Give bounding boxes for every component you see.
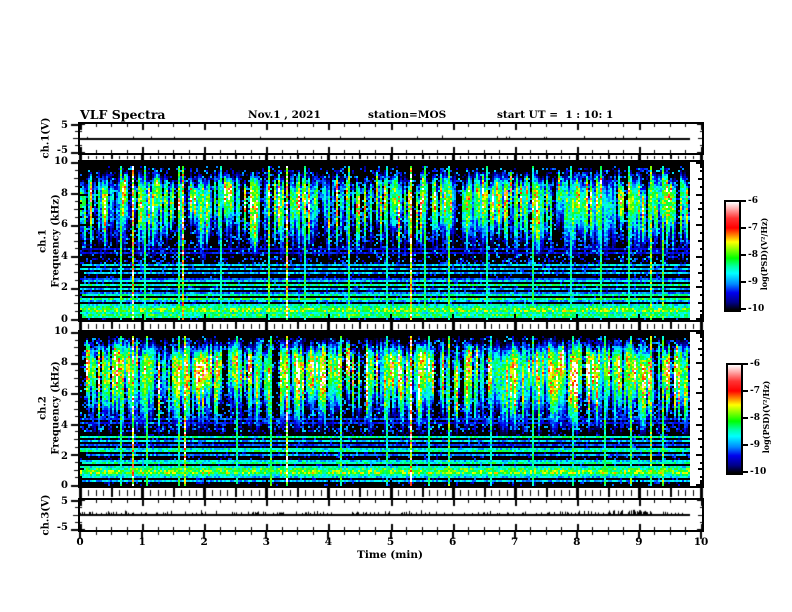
panel-ch1-waveform [78, 122, 704, 155]
x-tick-label: 8 [573, 536, 581, 548]
x-tick-label: 4 [324, 536, 333, 548]
colorbar-tick-label: -7 [748, 223, 758, 233]
ch1-wave-y-tick-label: -5 [56, 145, 68, 156]
ch3-wave-y-ticks [70, 498, 78, 532]
colorbar-tick-label: -6 [748, 196, 758, 206]
start-ut-label: start UT = 1 : 10: 1 [497, 109, 614, 121]
x-tick-label: 3 [262, 536, 270, 548]
ch1-spec-axis-title: Frequency (kHz) [50, 194, 62, 288]
ch2-spec-y-ticks [70, 330, 78, 488]
colorbar-tick-label: -9 [748, 277, 758, 287]
x-tick-label: 7 [511, 536, 519, 548]
x-tick-label: 9 [635, 536, 643, 548]
x-tick-label: 1 [138, 536, 146, 548]
colorbar-ch1-gradient [726, 202, 739, 310]
ch3-wave-y-tick-label: -5 [56, 522, 68, 533]
colorbar-tick-label: -10 [748, 304, 765, 314]
colorbar-tick [741, 227, 746, 229]
panel-ch1-spectrogram [78, 160, 704, 322]
colorbar-tick-label: -8 [750, 413, 760, 423]
ch2-spec-axis-title: Frequency (kHz) [50, 361, 62, 455]
tick-strip-1 [78, 155, 704, 160]
ch2-spectrogram-canvas [80, 332, 702, 486]
ch1-wave-y-tick-label: 5 [61, 120, 68, 131]
tick-strip-2 [78, 322, 704, 330]
tick-strip-3 [78, 488, 704, 498]
panel-ch2-spectrogram [78, 330, 704, 488]
x-axis-title: Time (min) [357, 549, 423, 561]
colorbar-tick-label: -6 [750, 359, 760, 369]
ch2-spec-y-tick-label: 6 [61, 388, 68, 399]
x-tick-label: 2 [200, 536, 208, 548]
colorbar-ch1-title: log(PSD)(V²/Hz) [759, 217, 769, 291]
station-label: station=MOS [368, 109, 447, 121]
ch2-spec-y-tick-label: 10 [54, 326, 68, 337]
figure-title: VLF Spectra [80, 107, 166, 122]
ch1-spec-channel-title: ch.1 [37, 229, 49, 253]
colorbar-tick [741, 281, 746, 283]
colorbar-ch1 [724, 200, 741, 312]
ch1-spec-y-tick-label: 0 [61, 314, 68, 325]
ch1-spectrogram-canvas [80, 162, 702, 320]
ch2-spec-y-tick-label: 8 [61, 357, 68, 368]
colorbar-tick [743, 363, 748, 365]
ch3-wave-y-tick-label: 5 [61, 496, 68, 507]
x-tick-label: 10 [693, 536, 709, 548]
ch1-spec-y-tick-label: 10 [54, 156, 68, 167]
ch1-spec-y-tick-label: 4 [61, 251, 68, 262]
ch1-spec-y-ticks [70, 160, 78, 322]
colorbar-ch2-title: log(PSD)(V²/Hz) [761, 380, 771, 454]
colorbar-tick [741, 308, 746, 310]
colorbar-tick [741, 200, 746, 202]
x-axis-outer-ticks [78, 532, 704, 540]
colorbar-tick [743, 390, 748, 392]
colorbar-tick [743, 417, 748, 419]
x-tick-label: 6 [448, 536, 457, 548]
ch1-wave-y-ticks [70, 122, 78, 155]
ch2-spec-y-tick-label: 0 [61, 480, 68, 491]
colorbar-tick-label: -8 [748, 250, 758, 260]
ch1-spec-y-tick-label: 8 [61, 188, 68, 199]
ch1-waveform-canvas [80, 124, 702, 153]
panel-ch3-waveform [78, 498, 704, 532]
colorbar-tick-label: -9 [750, 440, 760, 450]
colorbar-tick [741, 254, 746, 256]
colorbar-tick-label: -7 [750, 386, 760, 396]
date-label: Nov.1 , 2021 [248, 109, 321, 121]
x-tick-label: 5 [386, 536, 395, 548]
colorbar-tick [743, 471, 748, 473]
colorbar-tick [743, 444, 748, 446]
x-tick-label: 0 [76, 536, 84, 548]
ch2-spec-y-tick-label: 2 [61, 451, 68, 462]
ch1-spec-y-tick-label: 6 [61, 219, 68, 230]
colorbar-ch2-gradient [728, 365, 741, 473]
ch3-waveform-canvas [80, 500, 702, 530]
ch2-spec-y-tick-label: 4 [61, 420, 68, 431]
colorbar-ch2 [726, 363, 743, 475]
ch1-spec-y-tick-label: 2 [61, 282, 68, 293]
colorbar-tick-label: -10 [750, 467, 767, 477]
